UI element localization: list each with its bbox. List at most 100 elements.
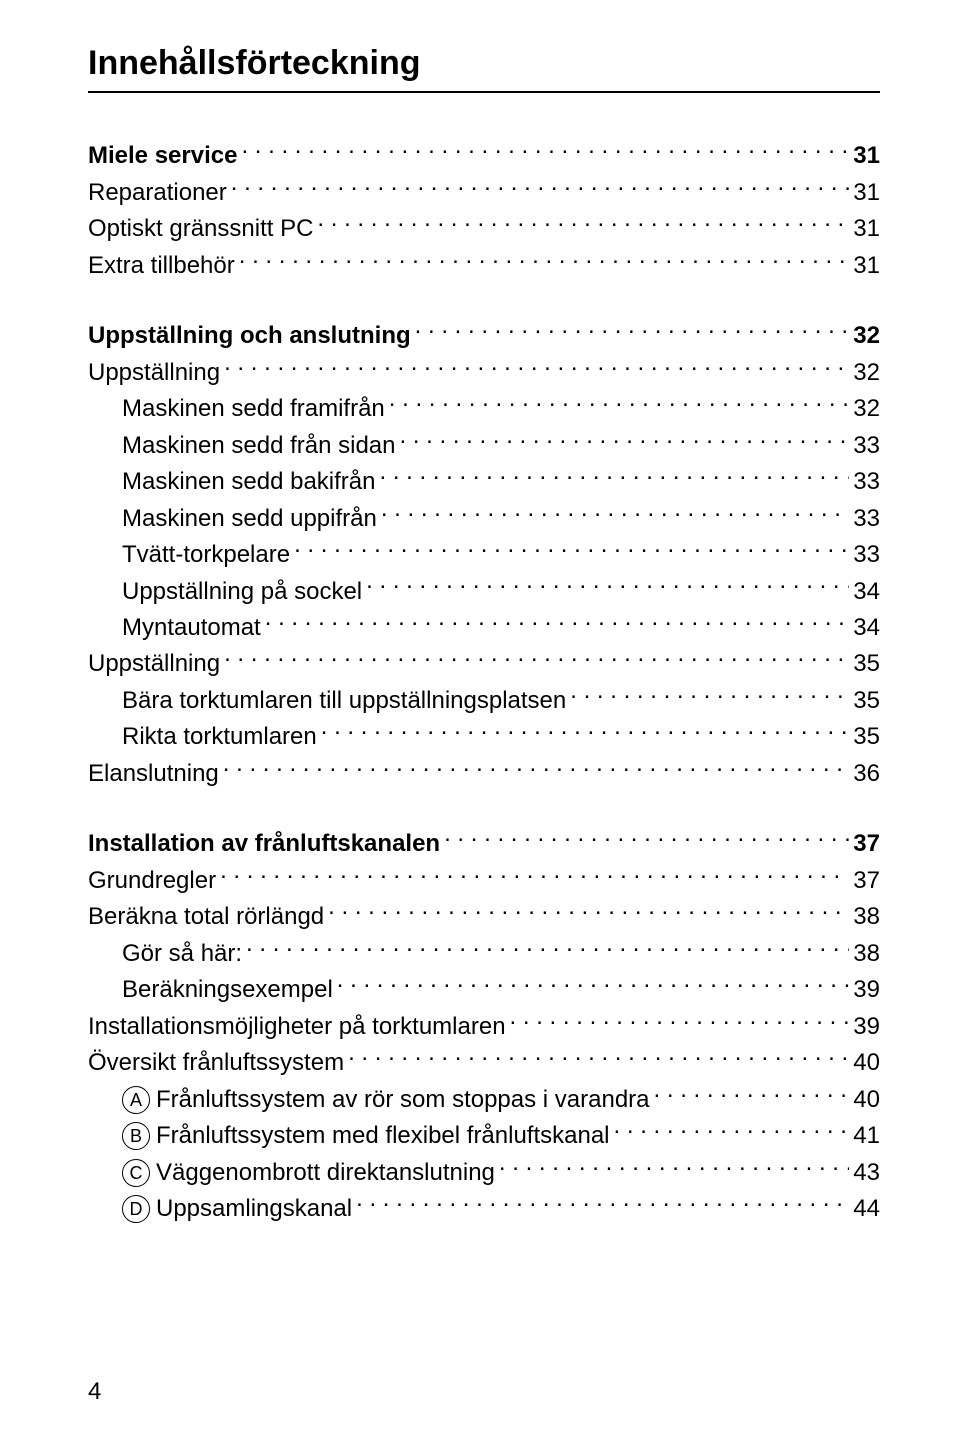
toc-page-number: 32 (853, 392, 880, 426)
table-of-contents: Miele service31Reparationer31Optiskt grä… (88, 137, 880, 1226)
toc-entry: Uppställning och anslutning32 (88, 317, 880, 353)
toc-leader-dots (379, 463, 849, 489)
toc-label-text: Grundregler (88, 867, 216, 894)
toc-page-number: 37 (853, 827, 880, 861)
toc-label: Beräkningsexempel (122, 973, 333, 1007)
toc-entry: Extra tillbehör 31 (88, 246, 880, 282)
toc-page-number: 35 (853, 647, 880, 681)
toc-label-text: Uppställning (88, 359, 220, 386)
toc-entry: Uppställning32 (88, 353, 880, 389)
toc-label: Optiskt gränssnitt PC (88, 212, 313, 246)
toc-entry: Gör så här:38 (88, 934, 880, 970)
toc-leader-dots (246, 934, 849, 960)
toc-label: Grundregler (88, 864, 216, 898)
toc-page-number: 31 (853, 176, 880, 210)
toc-leader-dots (239, 246, 850, 272)
toc-page-number: 35 (853, 684, 880, 718)
toc-page-number: 40 (853, 1046, 880, 1080)
toc-leader-dots (337, 971, 850, 997)
toc-label: Uppställning (88, 356, 220, 390)
toc-leader-dots (654, 1080, 850, 1106)
toc-page-number: 43 (853, 1156, 880, 1190)
page-number: 4 (88, 1378, 101, 1406)
toc-leader-dots (224, 645, 849, 671)
title-underline (88, 91, 880, 93)
toc-page-number: 38 (853, 900, 880, 934)
list-marker-icon: B (122, 1122, 150, 1150)
toc-label: Miele service (88, 139, 237, 173)
toc-page-number: 34 (853, 611, 880, 645)
toc-label: Bära torktumlaren till uppställningsplat… (122, 684, 566, 718)
toc-leader-dots (265, 609, 850, 635)
toc-label: Maskinen sedd framifrån (122, 392, 385, 426)
toc-leader-dots (241, 137, 849, 163)
toc-label-text: Elanslutning (88, 760, 219, 787)
toc-leader-dots (328, 898, 849, 924)
toc-label: Gör så här: (122, 937, 242, 971)
toc-page-number: 33 (853, 538, 880, 572)
toc-label-text: Maskinen sedd från sidan (122, 432, 396, 459)
toc-page-number: 35 (853, 720, 880, 754)
toc-entry: Maskinen sedd framifrån 32 (88, 390, 880, 426)
toc-label: Uppställning på sockel (122, 575, 362, 609)
toc-leader-dots (381, 499, 849, 525)
toc-entry: AFrånluftssystem av rör som stoppas i va… (88, 1080, 880, 1116)
toc-label: Maskinen sedd från sidan (122, 429, 396, 463)
toc-label-text: Maskinen sedd uppifrån (122, 505, 377, 532)
toc-page-number: 44 (853, 1192, 880, 1226)
toc-label-text: Myntautomat (122, 614, 261, 641)
toc-leader-dots (400, 426, 850, 452)
list-marker-icon: C (122, 1159, 150, 1187)
toc-page-number: 41 (853, 1119, 880, 1153)
toc-label-text: Installation av frånluftskanalen (88, 830, 440, 857)
toc-label: Extra tillbehör (88, 249, 235, 283)
toc-page-number: 39 (853, 1010, 880, 1044)
toc-label-text: Frånluftssystem av rör som stoppas i var… (156, 1086, 650, 1113)
toc-entry: Myntautomat 34 (88, 609, 880, 645)
toc-label: BFrånluftssystem med flexibel frånluftsk… (122, 1119, 610, 1153)
toc-page-number: 37 (853, 864, 880, 898)
section-gap (88, 791, 880, 825)
toc-page-number: 31 (853, 249, 880, 283)
toc-label-text: Bära torktumlaren till uppställningsplat… (122, 687, 566, 714)
toc-label: Myntautomat (122, 611, 261, 645)
toc-label: CVäggenombrott direktanslutning (122, 1156, 495, 1190)
toc-entry: CVäggenombrott direktanslutning 43 (88, 1153, 880, 1189)
toc-leader-dots (389, 390, 850, 416)
toc-page-number: 31 (853, 212, 880, 246)
toc-label: Beräkna total rörlängd (88, 900, 324, 934)
toc-page-number: 40 (853, 1083, 880, 1117)
toc-leader-dots (224, 353, 849, 379)
toc-leader-dots (510, 1007, 850, 1033)
toc-label: AFrånluftssystem av rör som stoppas i va… (122, 1083, 650, 1117)
toc-page-number: 33 (853, 429, 880, 463)
toc-leader-dots (356, 1190, 849, 1216)
toc-label: Översikt frånluftssystem (88, 1046, 344, 1080)
toc-leader-dots (220, 861, 849, 887)
toc-label-text: Beräkningsexempel (122, 976, 333, 1003)
toc-leader-dots (366, 572, 849, 598)
toc-entry: Rikta torktumlaren35 (88, 718, 880, 754)
toc-page-number: 39 (853, 973, 880, 1007)
toc-label: Uppställning och anslutning (88, 319, 411, 353)
toc-leader-dots (294, 536, 849, 562)
toc-label: DUppsamlingskanal (122, 1192, 352, 1226)
toc-label: Maskinen sedd uppifrån (122, 502, 377, 536)
toc-page-number: 36 (853, 757, 880, 791)
toc-label-text: Optiskt gränssnitt PC (88, 215, 313, 242)
toc-entry: Maskinen sedd uppifrån33 (88, 499, 880, 535)
page-title: Innehållsförteckning (88, 44, 880, 83)
toc-entry: BFrånluftssystem med flexibel frånluftsk… (88, 1117, 880, 1153)
toc-label-text: Gör så här: (122, 940, 242, 967)
toc-entry: DUppsamlingskanal 44 (88, 1190, 880, 1226)
toc-entry: Reparationer 31 (88, 173, 880, 209)
toc-leader-dots (223, 755, 850, 781)
toc-label-text: Väggenombrott direktanslutning (156, 1159, 495, 1186)
toc-entry: Elanslutning 36 (88, 755, 880, 791)
toc-entry: Grundregler 37 (88, 861, 880, 897)
toc-entry: Tvätt-torkpelare33 (88, 536, 880, 572)
toc-label-text: Beräkna total rörlängd (88, 903, 324, 930)
toc-entry: Optiskt gränssnitt PC 31 (88, 210, 880, 246)
toc-label-text: Reparationer (88, 179, 227, 206)
toc-label-text: Uppsamlingskanal (156, 1195, 352, 1222)
